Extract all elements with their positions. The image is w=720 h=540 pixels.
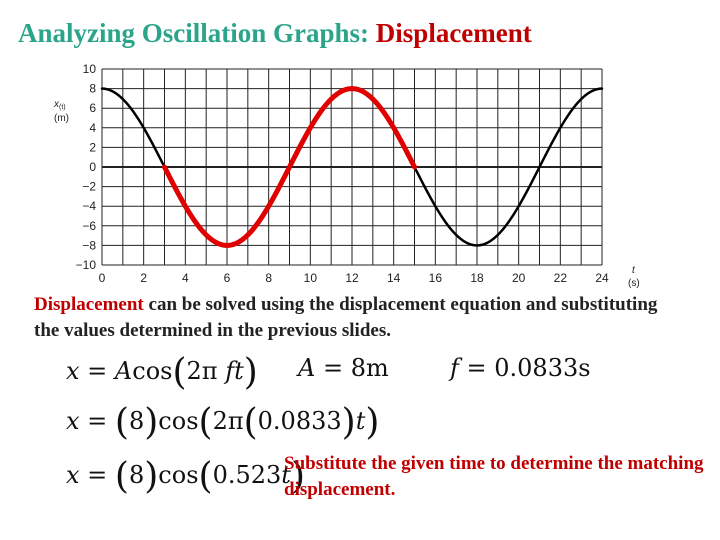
slide-title: Analyzing Oscillation Graphs: Displaceme… bbox=[18, 18, 532, 49]
description-rest: can be solved using the displacement equ… bbox=[34, 294, 658, 341]
x-tick-label: 22 bbox=[554, 271, 568, 285]
y-tick-label: 6 bbox=[89, 101, 96, 115]
x-tick-label: 0 bbox=[99, 271, 106, 285]
description-highlight: Displacement bbox=[34, 294, 144, 315]
x-axis-unit: (s) bbox=[628, 278, 640, 289]
chart-curves bbox=[100, 86, 604, 248]
equation-general: x = Acos(2π ft) bbox=[66, 352, 258, 393]
y-tick-label: 8 bbox=[89, 82, 96, 96]
title-highlight: Displacement bbox=[375, 18, 532, 48]
x-tick-label: 20 bbox=[512, 271, 526, 285]
y-tick-label: 0 bbox=[89, 160, 96, 174]
x-tick-label: 6 bbox=[224, 271, 231, 285]
frequency-value: f = 0.0833s bbox=[450, 354, 591, 382]
y-tick-label: −6 bbox=[82, 219, 96, 233]
y-tick-label: 4 bbox=[89, 121, 96, 135]
y-tick-label: −8 bbox=[82, 238, 96, 252]
y-axis-label: x(t) bbox=[53, 99, 66, 111]
equation-substituted: x = (8)cos(2π(0.0833)t) bbox=[66, 402, 380, 443]
title-prefix: Analyzing Oscillation Graphs: bbox=[18, 18, 370, 48]
y-tick-label: −4 bbox=[82, 199, 96, 213]
x-tick-label: 2 bbox=[140, 271, 147, 285]
x-tick-label: 24 bbox=[595, 271, 609, 285]
x-tick-label: 4 bbox=[182, 271, 189, 285]
y-tick-label: −10 bbox=[76, 258, 97, 272]
y-tick-label: −2 bbox=[82, 180, 96, 194]
chart-grid bbox=[101, 68, 603, 266]
highlighted-half-cycle-curve bbox=[162, 86, 417, 248]
x-tick-label: 14 bbox=[387, 271, 401, 285]
displacement-chart: 0 2 4 6 8 10 12 14 16 18 20 22 241086420−2−4−6−8−10 … bbox=[53, 62, 640, 289]
amplitude-value: A = 8m bbox=[298, 354, 389, 382]
equation-simplified: x = (8)cos(0.523t) bbox=[66, 456, 305, 497]
y-tick-label: 2 bbox=[89, 140, 96, 154]
description-text: Displacement can be solved using the dis… bbox=[34, 292, 674, 344]
y-tick-label: 10 bbox=[83, 62, 97, 76]
y-axis-unit: (m) bbox=[54, 113, 69, 124]
x-tick-label: 18 bbox=[470, 271, 484, 285]
x-tick-label: 12 bbox=[345, 271, 359, 285]
x-tick-label: 8 bbox=[265, 271, 272, 285]
x-tick-label: 10 bbox=[304, 271, 318, 285]
x-axis-label: t bbox=[632, 265, 636, 276]
instruction-note: Substitute the given time to determine t… bbox=[284, 453, 704, 500]
x-tick-label: 16 bbox=[429, 271, 443, 285]
